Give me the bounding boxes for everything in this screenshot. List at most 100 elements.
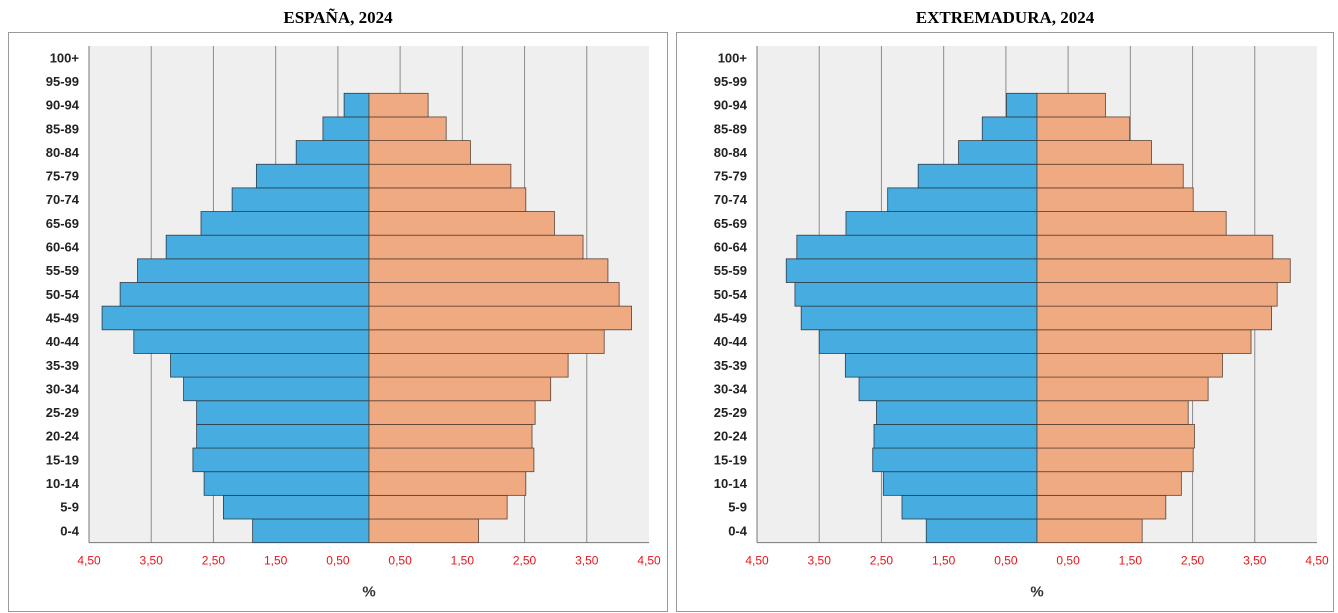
bar-male-60-64 <box>165 234 370 260</box>
age-label: 65-69 <box>46 216 79 231</box>
age-label: 25-29 <box>46 405 79 420</box>
bar-female-35-39 <box>368 353 569 378</box>
bar-female-35-39 <box>1036 353 1223 378</box>
age-label: 50-54 <box>714 287 748 302</box>
age-label: 90-94 <box>46 98 80 113</box>
bar-female-30-34 <box>368 376 552 402</box>
age-label: 70-74 <box>714 192 748 207</box>
age-label: 40-44 <box>714 334 748 349</box>
x-tick-label: 1,50 <box>932 554 956 568</box>
bar-female-90-94 <box>368 92 429 118</box>
bar-female-0-4 <box>368 518 479 544</box>
bar-male-75-79 <box>917 163 1038 189</box>
age-label: 85-89 <box>714 121 747 136</box>
bar-female-90-94 <box>1036 92 1106 118</box>
bar-male-70-74 <box>231 187 370 212</box>
x-tick-label: 3,50 <box>1243 554 1267 568</box>
bar-female-20-24 <box>368 423 533 449</box>
bar-male-25-29 <box>876 400 1038 425</box>
age-label: 20-24 <box>46 429 80 444</box>
chart-panel-extremadura: 0-4 5-9 10-14 15-19 20-24 25-29 30-34 35-39 40-4… <box>676 32 1334 612</box>
age-label: 0-4 <box>728 523 748 538</box>
age-label: 55-59 <box>46 263 79 278</box>
bar-female-45-49 <box>368 305 632 331</box>
age-label: 0-4 <box>60 523 80 538</box>
bar-male-80-84 <box>295 140 370 165</box>
bar-male-90-94 <box>1006 92 1038 118</box>
bar-female-0-4 <box>1036 518 1143 544</box>
x-tick-label: 0,50 <box>1056 554 1080 568</box>
chart-title-espana: ESPAÑA, 2024 <box>283 8 393 27</box>
x-tick-label: 1,50 <box>264 554 288 568</box>
bar-female-85-89 <box>368 116 447 141</box>
age-label: 55-59 <box>714 263 747 278</box>
bar-male-70-74 <box>887 187 1038 212</box>
bar-male-10-14 <box>882 471 1038 496</box>
bar-male-30-34 <box>183 376 370 402</box>
bar-male-15-19 <box>192 447 370 473</box>
bar-male-25-29 <box>196 400 370 425</box>
chart-panel-espana: 0-4 5-9 10-14 15-19 20-24 25-29 30-34 35-39 40-4… <box>8 32 668 612</box>
bar-male-90-94 <box>343 92 370 118</box>
bar-female-50-54 <box>368 282 620 307</box>
bar-female-70-74 <box>1036 187 1194 212</box>
bar-male-85-89 <box>322 116 370 141</box>
age-label: 10-14 <box>46 476 80 491</box>
age-label: 75-79 <box>46 169 79 184</box>
x-tick-label: 2,50 <box>513 554 537 568</box>
x-tick-label: 1,50 <box>451 554 475 568</box>
bar-male-45-49 <box>800 305 1038 331</box>
bar-female-75-79 <box>1036 163 1184 189</box>
bar-male-40-44 <box>133 329 370 354</box>
x-tick-label: 2,50 <box>1181 554 1205 568</box>
bar-male-35-39 <box>170 353 370 378</box>
bar-male-65-69 <box>200 211 370 236</box>
bar-female-80-84 <box>368 140 471 165</box>
bar-female-65-69 <box>1036 211 1227 236</box>
x-tick-label: 1,50 <box>1119 554 1143 568</box>
bar-female-15-19 <box>368 447 535 473</box>
age-label: 50-54 <box>46 287 80 302</box>
age-label: 65-69 <box>714 216 747 231</box>
bar-male-15-19 <box>872 447 1038 473</box>
bar-female-30-34 <box>1036 376 1209 402</box>
bar-female-25-29 <box>368 400 536 425</box>
age-label: 75-79 <box>714 169 747 184</box>
x-tick-label: 4,50 <box>1305 554 1329 568</box>
x-axis-label: % <box>1030 584 1043 601</box>
bar-female-55-59 <box>368 258 609 283</box>
age-label: 20-24 <box>714 429 748 444</box>
bar-female-15-19 <box>1036 447 1194 473</box>
bar-male-0-4 <box>252 518 370 544</box>
age-label: 45-49 <box>714 310 747 325</box>
bar-female-60-64 <box>368 234 584 260</box>
x-tick-label: 4,50 <box>637 554 661 568</box>
bar-female-40-44 <box>1036 329 1252 354</box>
bar-male-10-14 <box>203 471 370 496</box>
population-pyramid-extremadura: 0-4 5-9 10-14 15-19 20-24 25-29 30-34 35-39 40-4… <box>714 46 1329 601</box>
age-label: 15-19 <box>714 452 747 467</box>
population-pyramid-espana: 0-4 5-9 10-14 15-19 20-24 25-29 30-34 35-39 40-4… <box>46 46 661 601</box>
x-tick-label: 2,50 <box>202 554 226 568</box>
x-tick-label: 3,50 <box>140 554 164 568</box>
x-tick-label: 4,50 <box>77 554 101 568</box>
age-label: 10-14 <box>714 476 748 491</box>
age-label: 100+ <box>50 50 80 65</box>
age-label: 95-99 <box>46 74 79 89</box>
age-label: 80-84 <box>46 145 80 160</box>
age-label: 25-29 <box>714 405 747 420</box>
age-label: 30-34 <box>46 381 80 396</box>
age-label: 60-64 <box>714 240 748 255</box>
bar-male-45-49 <box>101 305 370 331</box>
age-label: 100+ <box>718 50 748 65</box>
age-label: 60-64 <box>46 240 80 255</box>
bar-male-20-24 <box>873 423 1038 449</box>
bar-female-50-54 <box>1036 282 1278 307</box>
age-label: 85-89 <box>46 121 79 136</box>
age-label: 35-39 <box>46 358 79 373</box>
bar-male-30-34 <box>858 376 1038 402</box>
x-tick-label: 2,50 <box>870 554 894 568</box>
age-label: 40-44 <box>46 334 80 349</box>
age-label: 95-99 <box>714 74 747 89</box>
x-tick-label: 3,50 <box>808 554 832 568</box>
